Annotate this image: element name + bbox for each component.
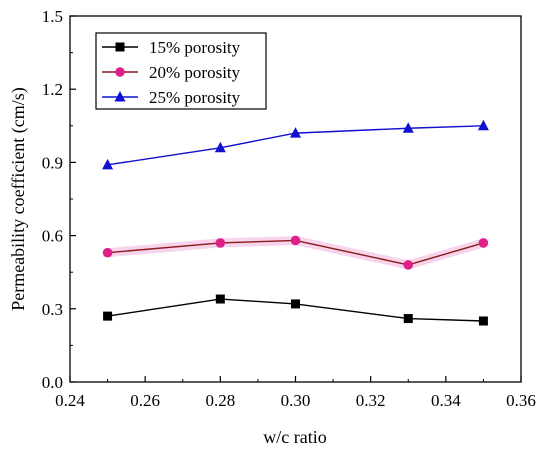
legend-label: 20% porosity: [149, 63, 241, 82]
legend-label: 15% porosity: [149, 38, 241, 57]
data-point: [477, 119, 489, 131]
data-point: [402, 122, 414, 133]
plot-area: [102, 119, 489, 326]
axes: 0.24 0.26 0.28 0.30 0.32 0.34 0.36 0.0 0.3 0.6 0.9…: [42, 7, 536, 410]
series-2: [102, 235, 489, 270]
data-point: [103, 311, 113, 321]
x-tick-label: 0.34: [431, 391, 461, 410]
data-point: [290, 127, 301, 138]
series-1: [103, 294, 488, 326]
y-tick-label: 0.3: [42, 300, 63, 319]
y-tick-label: 1.2: [42, 80, 63, 99]
x-tick-label: 0.28: [205, 391, 235, 410]
x-tick-label: 0.30: [281, 391, 311, 410]
legend-swatch-marker: [115, 42, 125, 52]
data-point: [403, 260, 414, 270]
legend-swatch-marker: [115, 67, 125, 77]
data-point: [478, 316, 488, 326]
legend-swatch-marker: [114, 91, 126, 102]
data-point: [102, 158, 114, 170]
x-tick-label: 0.26: [130, 391, 160, 410]
y-tick-label: 0.6: [42, 227, 63, 246]
y-tick-label: 0.0: [42, 373, 63, 392]
y-tick-label: 0.9: [42, 153, 63, 172]
data-point: [291, 299, 300, 309]
data-point: [403, 314, 413, 324]
legend-item: 15% porosity: [102, 38, 241, 57]
data-point: [215, 238, 226, 248]
data-point: [478, 238, 489, 248]
data-point: [214, 141, 226, 153]
legend-item: 20% porosity: [102, 63, 241, 82]
x-tick-label: 0.32: [356, 391, 386, 410]
legend: 15% porosity 20% porosity 25% porosity: [95, 32, 267, 110]
data-point: [215, 294, 225, 304]
y-axis-label: Permeability coefficient (cm/s): [8, 87, 29, 311]
legend-item: 25% porosity: [102, 88, 241, 107]
data-point: [290, 235, 301, 246]
series-3: [102, 119, 489, 170]
legend-label: 25% porosity: [149, 88, 241, 107]
x-tick-label: 0.24: [55, 391, 85, 410]
x-axis-label: w/c ratio: [263, 427, 326, 447]
y-tick-label: 1.5: [42, 7, 63, 26]
data-point: [102, 247, 113, 258]
x-tick-label: 0.36: [506, 391, 536, 410]
